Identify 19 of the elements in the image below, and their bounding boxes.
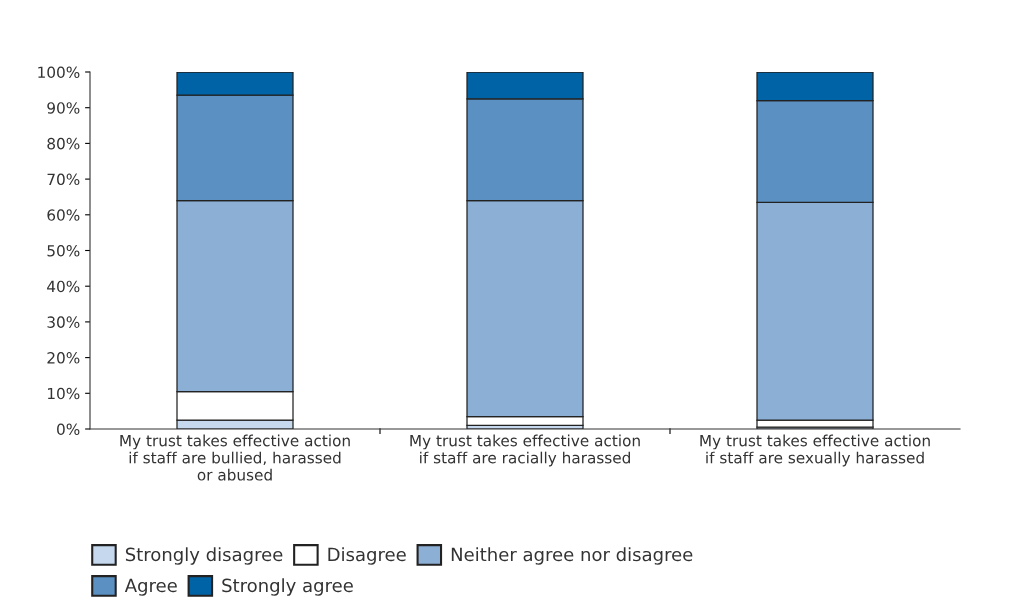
x-tick-label: My trust takes effective action if staff are sexually harassed (700, 434, 930, 467)
legend-label: Strongly agree (222, 578, 353, 596)
y-tick-label: 100% (38, 66, 80, 79)
y-tick-label: 0% (57, 423, 80, 436)
x-tick-label: My trust takes effective action if staff are bullied, harassed or abused (120, 434, 350, 481)
y-tick-label: 20% (47, 352, 80, 364)
y-tick-label: 50% (47, 244, 80, 257)
legend-label: Agree (124, 578, 177, 596)
y-tick-label: 80% (47, 137, 80, 150)
legend-label: Neither agree nor disagree (451, 547, 693, 565)
legend-label: Disagree (328, 547, 406, 565)
y-tick-label: 30% (47, 316, 80, 328)
y-tick-label: 70% (47, 173, 80, 186)
x-tick-label: My trust takes effective action if staff are racially harassed (410, 434, 640, 467)
y-tick-label: 40% (47, 280, 80, 293)
legend-label: Strongly disagree (125, 547, 283, 565)
y-tick-label: 10% (48, 387, 80, 400)
y-tick-label: 90% (47, 102, 80, 114)
y-tick-label: 60% (47, 209, 80, 221)
